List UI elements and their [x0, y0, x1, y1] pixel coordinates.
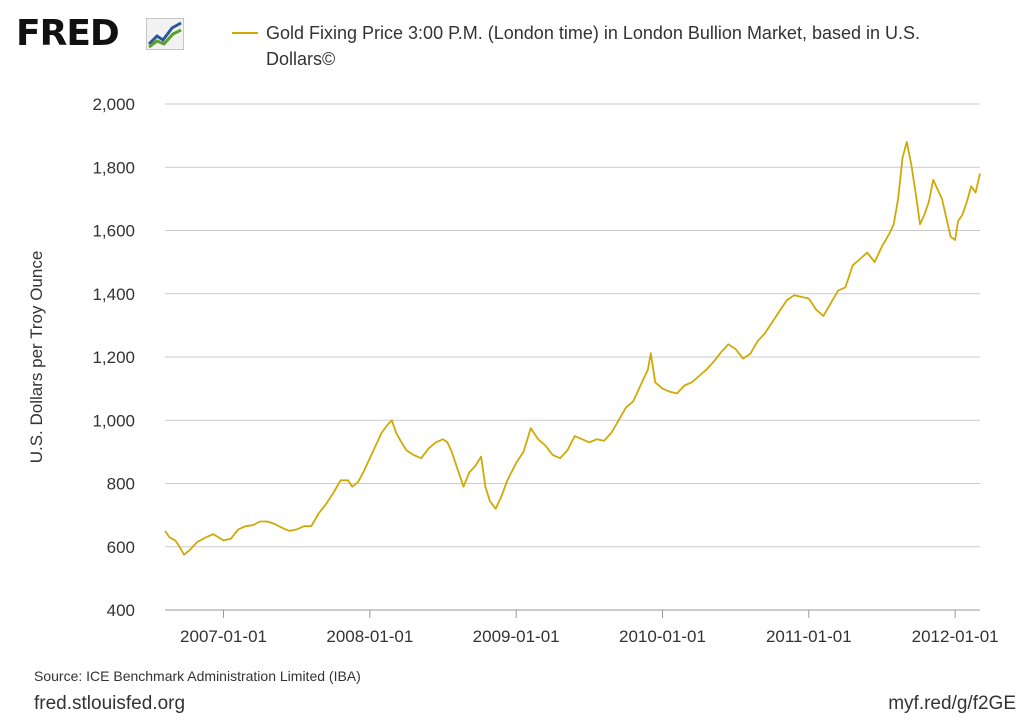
x-tick-label: 2007-01-01	[180, 627, 267, 646]
y-tick-label: 600	[107, 538, 135, 557]
legend-swatch	[232, 32, 258, 34]
y-tick-label: 2,000	[92, 95, 135, 114]
x-tick-label: 2008-01-01	[326, 627, 413, 646]
fred-logo[interactable]: FRED	[16, 14, 206, 54]
series-line	[164, 140, 981, 556]
y-tick-label: 800	[107, 475, 135, 494]
y-tick-label: 1,200	[92, 348, 135, 367]
y-tick-label: 1,800	[92, 158, 135, 177]
y-tick-label: 1,400	[92, 285, 135, 304]
chart-line-icon	[146, 18, 184, 50]
x-tick-label: 2010-01-01	[619, 627, 706, 646]
x-tick-label: 2011-01-01	[766, 627, 852, 646]
line-chart: 400 600 800 1,000 1,200 1,400 1,600 1,800 2,000 2…	[27, 95, 999, 646]
short-link[interactable]: myf.red/g/f2GE	[888, 693, 1016, 714]
y-axis-title: U.S. Dollars per Troy Ounce	[27, 251, 46, 464]
legend-label: Gold Fixing Price 3:00 P.M. (London time…	[266, 23, 921, 69]
y-tick-label: 1,000	[92, 411, 135, 430]
logo-text: FRED	[16, 13, 120, 54]
source-note: Source: ICE Benchmark Administration Lim…	[34, 668, 361, 684]
y-tick-label: 400	[107, 601, 135, 620]
y-tick-label: 1,600	[92, 222, 135, 241]
site-link[interactable]: fred.stlouisfed.org	[34, 693, 186, 714]
x-tick-label: 2012-01-01	[912, 627, 999, 646]
x-tick-label: 2009-01-01	[473, 627, 560, 646]
